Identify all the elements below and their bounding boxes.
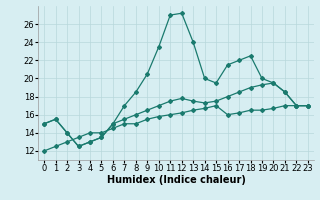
X-axis label: Humidex (Indice chaleur): Humidex (Indice chaleur) (107, 175, 245, 185)
